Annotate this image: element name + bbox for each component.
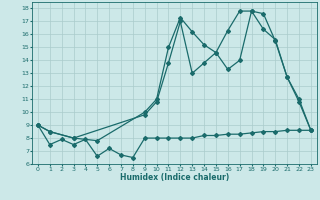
X-axis label: Humidex (Indice chaleur): Humidex (Indice chaleur) — [120, 173, 229, 182]
